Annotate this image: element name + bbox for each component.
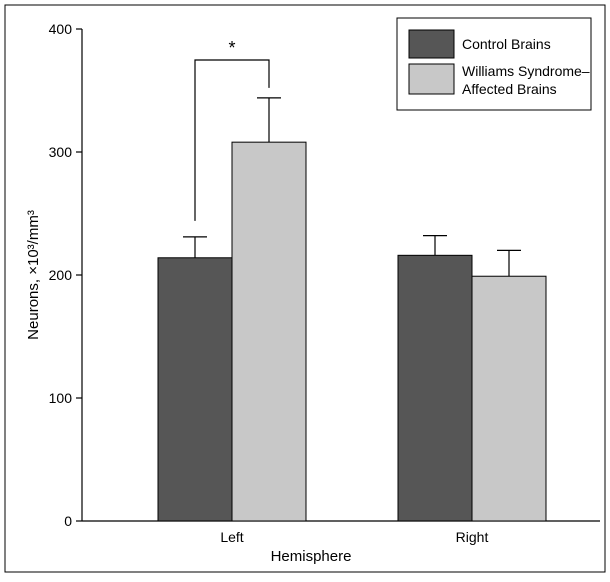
x-ticks: Left Right — [220, 529, 488, 545]
y-tick-label: 0 — [64, 513, 72, 529]
bar — [397, 254, 473, 522]
significance-star: * — [228, 38, 235, 58]
bar — [471, 275, 547, 522]
legend-label: Control Brains — [462, 36, 551, 52]
legend: Control Brains Williams Syndrome– Affected… — [396, 17, 592, 111]
y-tick-label: 300 — [49, 144, 73, 160]
legend-label: Williams Syndrome– Affected Brains — [462, 63, 590, 97]
x-axis-title: Hemisphere — [271, 548, 352, 565]
bars — [157, 97, 547, 522]
y-ticks: 0 100 200 300 400 — [49, 21, 82, 529]
y-tick-label: 100 — [49, 390, 73, 406]
significance-line — [194, 59, 270, 221]
x-tick-label: Left — [220, 529, 243, 545]
bar — [231, 141, 307, 522]
x-tick-label: Right — [456, 529, 489, 545]
chart-frame — [4, 4, 606, 573]
legend-swatch — [408, 63, 455, 95]
y-tick-label: 400 — [49, 21, 73, 37]
y-tick-label: 200 — [49, 267, 73, 283]
bar — [157, 257, 233, 522]
legend-swatch — [408, 29, 455, 59]
y-axis-title: Neurons, ×10³/mm³ — [25, 210, 42, 340]
significance-bracket: * — [194, 38, 270, 221]
